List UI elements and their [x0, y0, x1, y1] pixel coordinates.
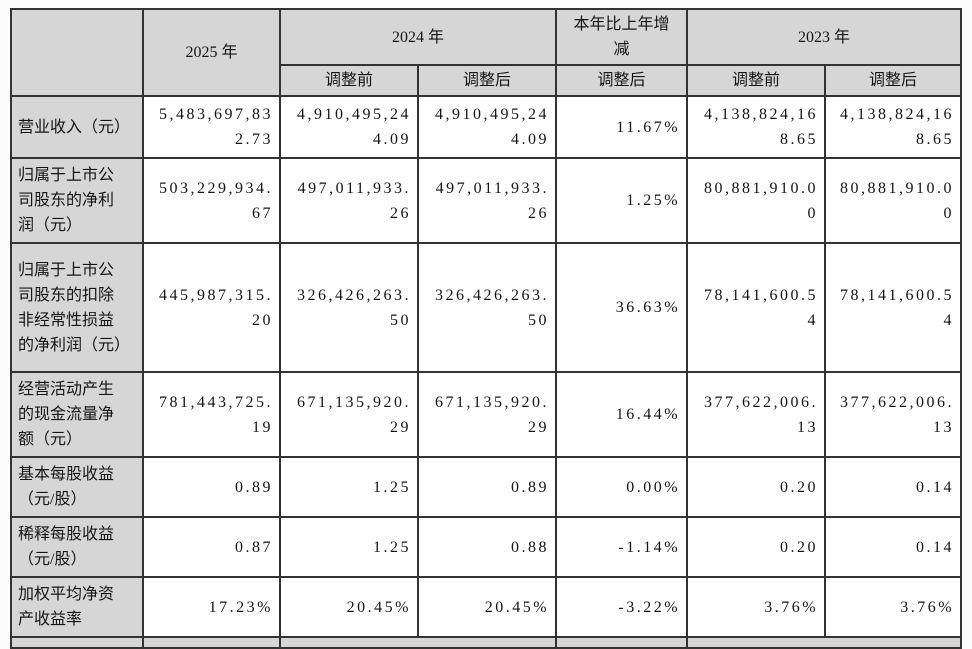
value-2024-after: 671,135,920.29 — [419, 373, 558, 458]
header-2024-adjust-after: 调整后 — [419, 66, 558, 97]
row-label: 基本每股收益（元/股） — [12, 458, 144, 518]
value-yoy-change: 36.63% — [557, 244, 689, 373]
value-2024-after: 20.45% — [419, 578, 558, 638]
partial-header-cell — [688, 638, 963, 649]
value-2025: 0.89 — [144, 458, 281, 518]
header-2023-adjust-before: 调整前 — [688, 66, 827, 97]
header-row-adjustments: 调整前 调整后 调整后 调整前 调整后 — [12, 66, 963, 97]
value-2023-after: 0.14 — [826, 458, 963, 518]
row-net-profit: 归属于上市公司股东的净利润（元） 503,229,934.67 497,011,… — [12, 159, 963, 244]
value-yoy-change: 0.00% — [557, 458, 689, 518]
value-2024-before: 497,011,933.26 — [281, 159, 419, 244]
value-2023-after: 4,138,824,168.65 — [826, 97, 963, 159]
value-yoy-change: -1.14% — [557, 518, 689, 578]
value-2023-before: 4,138,824,168.65 — [688, 97, 827, 159]
row-weighted-avg-roe: 加权平均净资产收益率 17.23% 20.45% 20.45% -3.22% 3… — [12, 578, 963, 638]
value-2023-after: 3.76% — [826, 578, 963, 638]
header-2024-adjust-before: 调整前 — [281, 66, 419, 97]
value-2024-before: 4,910,495,244.09 — [281, 97, 419, 159]
row-label: 加权平均净资产收益率 — [12, 578, 144, 638]
row-diluted-eps: 稀释每股收益（元/股） 0.87 1.25 0.88 -1.14% 0.20 0… — [12, 518, 963, 578]
value-2025: 5,483,697,832.73 — [144, 97, 281, 159]
value-2024-after: 0.89 — [419, 458, 558, 518]
value-2023-before: 0.20 — [688, 518, 827, 578]
partial-header-cell — [144, 638, 281, 649]
header-2023-adjust-after: 调整后 — [826, 66, 963, 97]
value-2024-before: 671,135,920.29 — [281, 373, 419, 458]
header-change-adjust-after: 调整后 — [557, 66, 689, 97]
value-2025: 503,229,934.67 — [144, 159, 281, 244]
value-2024-before: 1.25 — [281, 518, 419, 578]
row-label: 归属于上市公司股东的净利润（元） — [12, 159, 144, 244]
value-2024-after: 0.88 — [419, 518, 558, 578]
value-2025: 445,987,315.20 — [144, 244, 281, 373]
value-yoy-change: -3.22% — [557, 578, 689, 638]
value-2023-after: 80,881,910.00 — [826, 159, 963, 244]
row-operating-cash-flow: 经营活动产生的现金流量净额（元） 781,443,725.19 671,135,… — [12, 373, 963, 458]
partial-header-cell — [281, 638, 558, 649]
financial-summary-table: 2025 年 2024 年 本年比上年增减 2023 年 调整前 调整后 调整后… — [10, 8, 963, 649]
value-2023-before: 80,881,910.00 — [688, 159, 827, 244]
value-2023-before: 0.20 — [688, 458, 827, 518]
value-2024-after: 497,011,933.26 — [419, 159, 558, 244]
value-2024-before: 326,426,263.50 — [281, 244, 419, 373]
value-2023-after: 78,141,600.54 — [826, 244, 963, 373]
value-yoy-change: 16.44% — [557, 373, 689, 458]
row-label: 稀释每股收益（元/股） — [12, 518, 144, 578]
value-2023-before: 377,622,006.13 — [688, 373, 827, 458]
value-2023-after: 377,622,006.13 — [826, 373, 963, 458]
row-revenue: 营业收入（元） 5,483,697,832.73 4,910,495,244.0… — [12, 97, 963, 159]
value-2024-before: 20.45% — [281, 578, 419, 638]
header-2024: 2024 年 — [281, 10, 558, 66]
value-2024-after: 4,910,495,244.09 — [419, 97, 558, 159]
row-net-profit-excl-nonrecurring: 归属于上市公司股东的扣除非经常性损益的净利润（元） 445,987,315.20… — [12, 244, 963, 373]
value-yoy-change: 1.25% — [557, 159, 689, 244]
partial-header-cell — [557, 638, 689, 649]
value-2024-after: 326,426,263.50 — [419, 244, 558, 373]
header-2025: 2025 年 — [144, 10, 281, 97]
value-2025: 781,443,725.19 — [144, 373, 281, 458]
value-2024-before: 1.25 — [281, 458, 419, 518]
value-2023-before: 3.76% — [688, 578, 827, 638]
row-label: 归属于上市公司股东的扣除非经常性损益的净利润（元） — [12, 244, 144, 373]
row-label: 营业收入（元） — [12, 97, 144, 159]
header-row-years: 2025 年 2024 年 本年比上年增减 2023 年 — [12, 10, 963, 97]
header-yoy-change: 本年比上年增减 — [557, 10, 689, 66]
value-2023-after: 0.14 — [826, 518, 963, 578]
partial-corner-cell — [12, 638, 144, 649]
row-basic-eps: 基本每股收益（元/股） 0.89 1.25 0.89 0.00% 0.20 0.… — [12, 458, 963, 518]
row-label: 经营活动产生的现金流量净额（元） — [12, 373, 144, 458]
partial-next-header-row — [12, 638, 963, 649]
value-2025: 0.87 — [144, 518, 281, 578]
corner-cell — [12, 10, 144, 97]
value-2023-before: 78,141,600.54 — [688, 244, 827, 373]
value-2025: 17.23% — [144, 578, 281, 638]
document-page: { "colors": { "header_bg": "#d6d6d6", "b… — [10, 8, 963, 649]
value-yoy-change: 11.67% — [557, 97, 689, 159]
header-2023: 2023 年 — [688, 10, 963, 66]
